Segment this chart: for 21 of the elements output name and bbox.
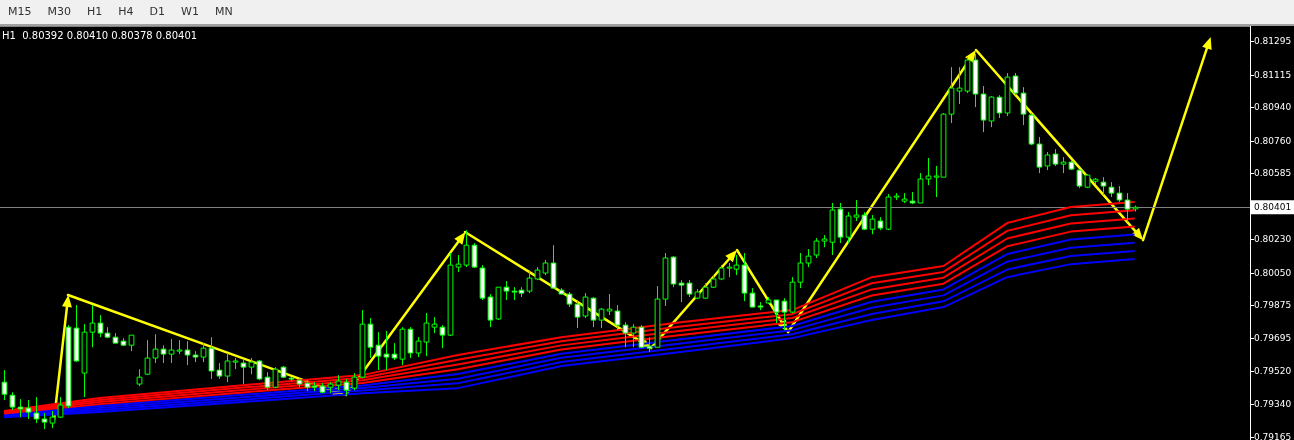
y-tick-label: 0.80585 xyxy=(1254,167,1292,178)
text: H1 xyxy=(86,4,104,20)
y-tick-label: 0.79695 xyxy=(1254,332,1292,343)
text: MN xyxy=(213,4,234,20)
y-tick-label: 0.79520 xyxy=(1254,365,1292,376)
y-tick-label: 0.79875 xyxy=(1254,299,1292,310)
y-tick-label: 0.80940 xyxy=(1254,101,1292,112)
text: W1 xyxy=(180,4,200,20)
text: M30 xyxy=(46,4,72,20)
y-tick-label: 0.80760 xyxy=(1254,135,1292,146)
text: D1 xyxy=(148,4,167,20)
ref-line-label: 0.80401 xyxy=(1254,201,1292,212)
text: H4 xyxy=(117,4,135,20)
y-tick-label: 0.80230 xyxy=(1254,233,1292,244)
chart-title: H1 0.80392 0.80410 0.80378 0.80401 xyxy=(2,30,198,41)
text: M15 xyxy=(7,4,33,20)
y-tick-label: 0.81115 xyxy=(1254,69,1292,80)
y-tick-label: 0.79165 xyxy=(1254,431,1292,440)
y-tick-label: 0.81295 xyxy=(1254,35,1292,46)
y-tick-label: 0.80050 xyxy=(1254,267,1292,278)
y-tick-label: 0.79340 xyxy=(1254,398,1292,409)
